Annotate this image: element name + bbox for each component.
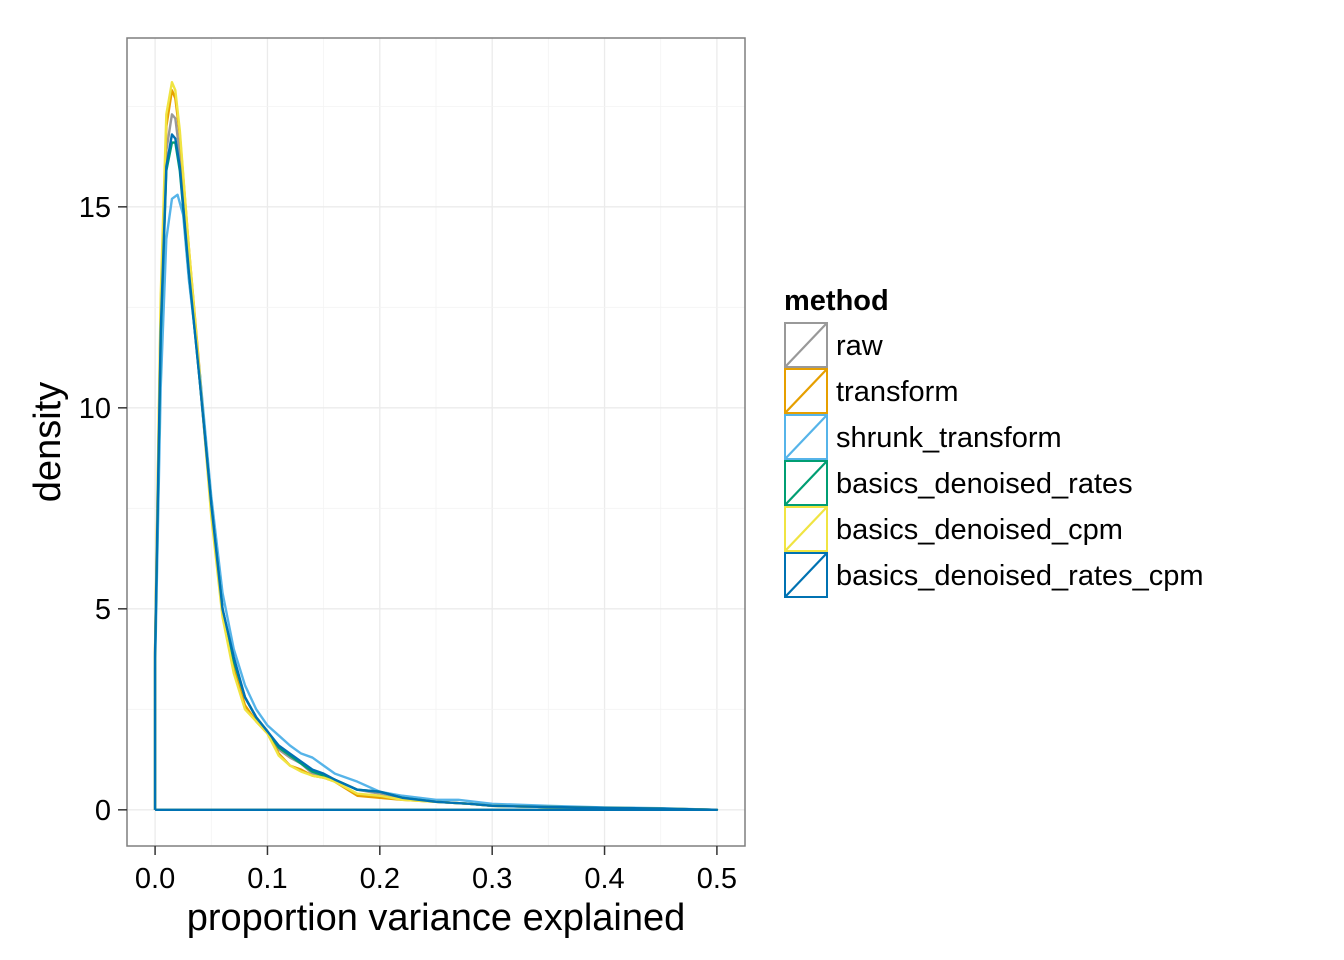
x-tick-label: 0.2 — [360, 863, 400, 895]
legend-label: basics_denoised_cpm — [836, 514, 1123, 546]
y-axis: 0 5 10 15 — [79, 192, 127, 827]
legend-item-transform: transform — [784, 368, 958, 414]
y-tick-label: 0 — [95, 795, 111, 827]
plot-border — [126, 37, 746, 847]
legend-key-diagonal — [785, 461, 827, 505]
y-tick-label: 5 — [95, 594, 111, 626]
legend-label: raw — [836, 330, 884, 362]
legend-key-diagonal — [785, 369, 827, 413]
legend-title: method — [784, 285, 889, 317]
legend-item-basics-denoised-rates: basics_denoised_rates — [784, 460, 1133, 506]
series-line-basics-denoised-rates-cpm — [153, 133, 719, 812]
legend: method raw transform shrunk_transformbasic… — [784, 285, 1204, 598]
x-tick-label: 0.3 — [472, 863, 512, 895]
grid-lines — [127, 38, 745, 846]
legend-item-shrunk-transform: shrunk_transform — [784, 414, 1062, 460]
y-tick-label: 10 — [79, 393, 111, 425]
y-axis-title: density — [27, 382, 69, 502]
series-line-shrunk-transform — [153, 193, 719, 812]
legend-key-diagonal — [785, 415, 827, 459]
x-tick-label: 0.0 — [135, 863, 175, 895]
legend-item-raw: raw — [784, 322, 884, 368]
legend-label: transform — [836, 376, 958, 408]
legend-label: basics_denoised_rates_cpm — [836, 560, 1204, 592]
y-tick-label: 15 — [79, 192, 111, 224]
x-tick-label: 0.4 — [584, 863, 624, 895]
legend-key-diagonal — [785, 323, 827, 367]
x-axis: 0.0 0.1 0.2 0.3 0.4 0.5 — [135, 846, 737, 895]
legend-label: shrunk_transform — [836, 422, 1062, 454]
legend-item-basics-denoised-cpm: basics_denoised_cpm — [784, 506, 1123, 552]
legend-key-diagonal — [785, 507, 827, 551]
legend-label: basics_denoised_rates — [836, 468, 1133, 500]
x-tick-label: 0.5 — [697, 863, 737, 895]
density-series — [153, 81, 719, 812]
legend-item-basics-denoised-rates-cpm: basics_denoised_rates_cpm — [784, 552, 1204, 598]
x-axis-title: proportion variance explained — [187, 897, 686, 939]
x-tick-label: 0.1 — [247, 863, 287, 895]
legend-key-diagonal — [785, 553, 827, 597]
